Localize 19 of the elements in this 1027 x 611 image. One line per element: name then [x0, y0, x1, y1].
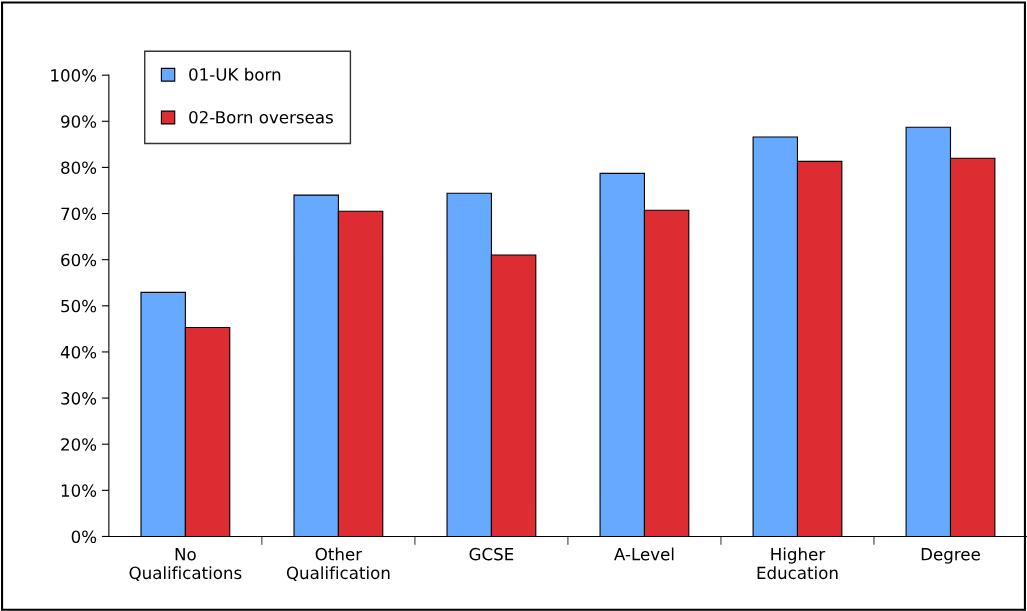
y-tick-label: 80% [61, 161, 97, 174]
x-tick-label: Higher Education [757, 547, 838, 580]
y-tick-label: 60% [61, 253, 97, 267]
y-tick-label: 90% [61, 115, 97, 128]
x-tick-label: A-Level [614, 547, 674, 561]
legend-label: 01-UK born [189, 67, 281, 81]
x-tick-label: No Qualifications [129, 548, 242, 582]
y-tick-label: 30% [61, 392, 97, 405]
x-tick-label: Other Qualification [286, 547, 390, 582]
x-tick-label: GCSE [469, 547, 514, 561]
y-tick-label: 40% [60, 345, 97, 359]
y-tick-label: 50% [61, 299, 97, 313]
x-tick-label: Degree [921, 548, 980, 564]
y-tick-label: 100% [51, 69, 97, 82]
y-tick-label: 20% [61, 438, 97, 451]
y-tick-label: 70% [61, 207, 97, 221]
y-tick-label: 0% [71, 530, 97, 544]
legend-label: 02-Born overseas [189, 110, 333, 124]
y-tick-label: 10% [61, 484, 97, 497]
